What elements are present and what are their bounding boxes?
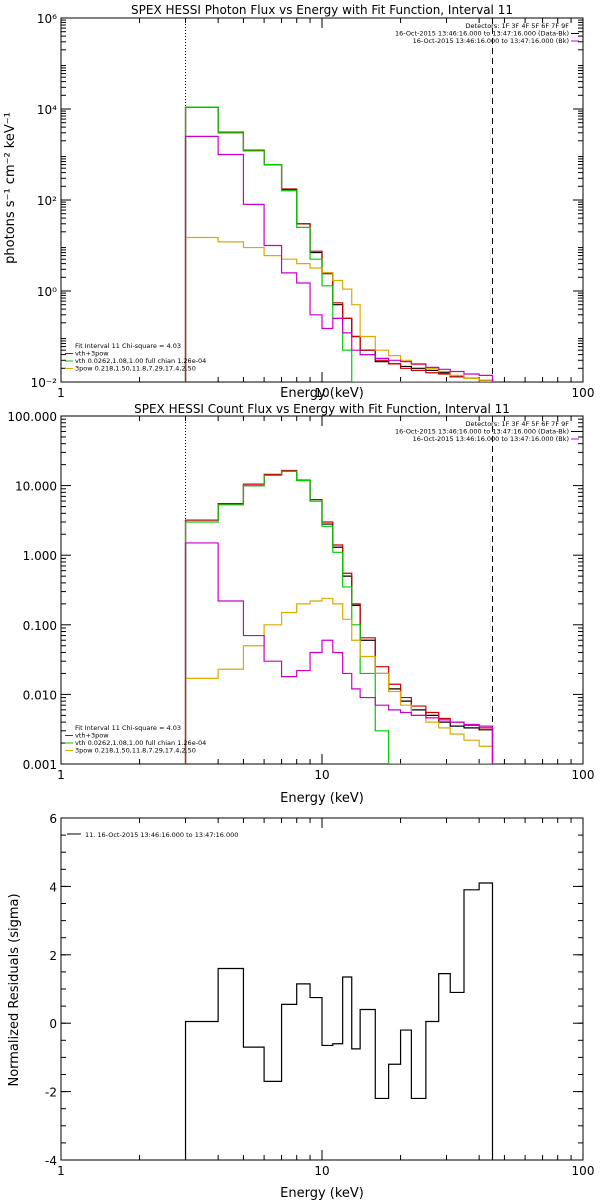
- y-tick-label: 0: [49, 1017, 57, 1031]
- legend-entry: Detectors: 1F 3F 4F 5F 6F 7F 9F: [466, 420, 570, 428]
- x-tick-label: 1: [57, 1164, 65, 1178]
- x-tick-label: 100: [572, 768, 595, 782]
- x-tick-label: 100: [572, 386, 595, 400]
- y-tick-label: 10⁴: [37, 103, 57, 117]
- y-tick-label: 1.000: [23, 549, 57, 563]
- y-tick-label: -2: [45, 1086, 57, 1100]
- 3pow-series-line: [184, 597, 494, 764]
- legend-entry: 16-Oct-2015 13:46:16.000 to 13:47:16.000…: [413, 37, 569, 45]
- x-tick-label: 1: [57, 386, 65, 400]
- legend-entry: vth 0.0262,1.08,1.00 full chian 1.26e-04: [75, 357, 206, 365]
- chart-title: SPEX HESSI Photon Flux vs Energy with Fi…: [131, 3, 513, 17]
- residuals-chart: Energy (keV) Normalized Residuals (sigma…: [7, 812, 594, 1200]
- y-tick-label: 0.100: [23, 619, 57, 633]
- y-tick-label: -4: [45, 1154, 57, 1168]
- y-tick-label: 6: [49, 812, 57, 826]
- plot-frame: [60, 817, 584, 1161]
- y-tick-label: 10⁰: [37, 285, 57, 299]
- legend-entry: 16-Oct-2015 13:46:16.000 to 13:47:16.000…: [413, 435, 569, 443]
- x-tick-label: 1: [57, 768, 65, 782]
- plot-frame: [60, 415, 584, 765]
- y-tick-label: 4: [49, 880, 57, 894]
- y-tick-label: 0.010: [23, 688, 57, 702]
- y-axis-label: photons s⁻¹ cm⁻² keV⁻¹: [3, 112, 18, 264]
- chart-title: SPEX HESSI Count Flux vs Energy with Fit…: [134, 402, 510, 416]
- x-axis-label: Energy (keV): [280, 386, 364, 401]
- legend-entry: Detectors: 1F 3F 4F 5F 6F 7F 9F: [466, 22, 570, 30]
- y-tick-label: 10²: [37, 194, 57, 208]
- vth-3pow-series-line: [184, 469, 494, 764]
- x-tick-label: 100: [572, 1164, 595, 1178]
- legend-entry: 16-Oct-2015 13:46:16.000 to 13:47:16.000…: [395, 30, 569, 38]
- photon-flux-chart: SPEX HESSI Photon Flux vs Energy with Fi…: [3, 3, 594, 401]
- x-tick-label: 10: [314, 1164, 329, 1178]
- x-axis-label: Energy (keV): [280, 791, 364, 806]
- legend-entry: 3pow 0.218,1.50,11.8,7.29,17.4,2.50: [75, 747, 196, 755]
- y-tick-label: 100.000: [7, 410, 57, 424]
- 3pow-series-line: [184, 236, 494, 382]
- y-tick-label: 10⁶: [37, 12, 57, 26]
- y-tick-label: 0.001: [23, 758, 57, 772]
- legend-entry: vth+3pow: [75, 732, 109, 740]
- vth-series-line: [184, 470, 493, 764]
- vth-3pow-series-line: [184, 106, 494, 382]
- legend-entry: vth+3pow: [75, 350, 109, 358]
- legend-entry: 3pow 0.218,1.50,11.8,7.29,17.4,2.50: [75, 365, 196, 373]
- legend-entry: Fit Interval 11 Chi-square = 4.03: [75, 724, 181, 732]
- legend-entry: Fit Interval 11 Chi-square = 4.03: [75, 342, 181, 350]
- legend-entry: vth 0.0262,1.08,1.00 full chian 1.26e-04: [75, 739, 206, 747]
- count-flux-chart: SPEX HESSI Count Flux vs Energy with Fit…: [7, 402, 594, 806]
- y-tick-label: 10⁻²: [31, 376, 58, 390]
- x-tick-label: 10: [314, 768, 329, 782]
- legend-entry: 16-Oct-2015 13:46:16.000 to 13:47:16.000…: [395, 428, 569, 436]
- series-group: [184, 469, 494, 764]
- y-tick-label: 2: [49, 949, 57, 963]
- bk-series-line: [184, 542, 494, 764]
- series-group: [184, 882, 494, 1160]
- vth-series-line: [184, 106, 493, 382]
- legend-entry: 11. 16-Oct-2015 13:46:16.000 to 13:47:16…: [85, 831, 238, 839]
- bk-series-line: [184, 135, 494, 382]
- series-group: [184, 106, 494, 382]
- x-tick-label: 10: [314, 386, 329, 400]
- residual-series-line: [184, 882, 494, 1160]
- data-bk-series-line: [184, 106, 494, 382]
- y-axis-label: Normalized Residuals (sigma): [7, 893, 22, 1086]
- x-axis-label: Energy (keV): [280, 1186, 364, 1200]
- y-tick-label: 10.000: [15, 480, 57, 494]
